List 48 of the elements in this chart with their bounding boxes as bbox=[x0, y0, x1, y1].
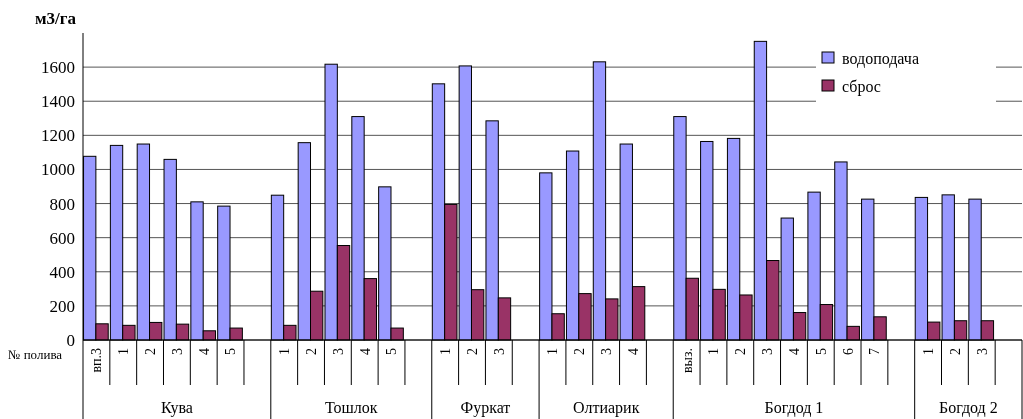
x-tick-label: 2 bbox=[947, 348, 963, 355]
legend-label: водоподача bbox=[842, 49, 919, 68]
x-tick-label: 3 bbox=[974, 348, 990, 355]
y-tick-label: 600 bbox=[49, 228, 75, 248]
text: Олтиарик bbox=[572, 399, 640, 417]
x-tick-label: 1 bbox=[277, 348, 293, 355]
y-axis-title: м3/га bbox=[35, 9, 77, 28]
y-tick-label: 400 bbox=[49, 262, 75, 282]
text: Тошлок bbox=[324, 399, 378, 416]
y-tick-label: 1600 bbox=[41, 58, 75, 78]
y-tick-label: 1200 bbox=[41, 126, 75, 146]
x-tick-label: 1 bbox=[706, 348, 722, 355]
text: Богдод 2 bbox=[938, 399, 998, 417]
x-tick-label: 4 bbox=[357, 348, 373, 355]
x-tick-label: 2 bbox=[303, 348, 319, 355]
legend-label: сброс bbox=[842, 77, 881, 96]
x-tick-label: 1 bbox=[438, 348, 454, 355]
x-tick-label: 3 bbox=[169, 348, 185, 355]
x-tick-label: 3 bbox=[760, 348, 776, 355]
y-tick-label: 0 bbox=[66, 330, 75, 350]
y-tick-label: 800 bbox=[49, 194, 75, 214]
x-tick-label: 1 bbox=[921, 348, 936, 355]
x-tick-label: 5 bbox=[223, 348, 239, 355]
x-tick-label: 2 bbox=[464, 348, 480, 355]
text: Фуркат bbox=[460, 399, 511, 417]
x-tick-label: 2 bbox=[142, 348, 158, 355]
x-tick-label: 2 bbox=[572, 348, 588, 355]
x-tick-label: 3 bbox=[599, 348, 615, 355]
x-tick-label: 1 bbox=[116, 348, 132, 355]
x-tick-label: выз. bbox=[679, 348, 695, 374]
x-tick-label: 4 bbox=[786, 348, 802, 355]
x-tick-label: 2 bbox=[733, 348, 749, 355]
x-tick-label: 1 bbox=[545, 348, 561, 355]
x-tick-label: 7 bbox=[867, 348, 883, 355]
x-tick-label: 5 bbox=[384, 348, 400, 355]
x-tick-label: 4 bbox=[196, 348, 212, 355]
text: № полива bbox=[8, 347, 63, 362]
x-tick-label: 3 bbox=[330, 348, 346, 355]
y-tick-label: 1400 bbox=[41, 92, 75, 112]
x-tick-label: 5 bbox=[813, 348, 829, 355]
x-tick-label: 4 bbox=[625, 348, 641, 355]
x-tick-label: 3 bbox=[491, 348, 507, 355]
x-tick-label: 6 bbox=[840, 348, 856, 355]
text: Кува bbox=[160, 399, 193, 417]
y-tick-label: 1000 bbox=[41, 160, 75, 180]
y-tick-label: 200 bbox=[49, 296, 75, 316]
text: Богдод 1 bbox=[764, 399, 824, 417]
x-tick-label: вп.3 bbox=[89, 348, 105, 373]
